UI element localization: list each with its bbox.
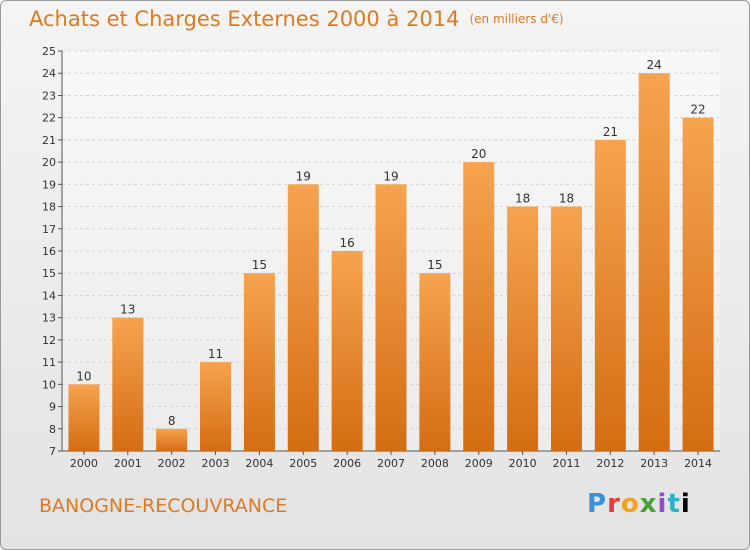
data-label-2013: 24 [647,58,662,72]
y-tick-label: 12 [42,334,56,347]
bar-2011 [550,206,582,451]
x-tick-label-2001: 2001 [114,457,142,470]
x-tick-label-2003: 2003 [202,457,230,470]
bar-2003 [200,362,232,451]
data-label-2011: 18 [559,192,574,206]
y-tick-label: 18 [42,201,56,214]
y-tick-label: 23 [42,89,56,102]
y-tick-label: 15 [42,267,56,280]
y-tick-label: 25 [42,45,56,58]
location-name: BANOGNE-RECOUVRANCE [39,495,288,517]
data-label-2006: 16 [339,236,354,250]
data-label-2008: 15 [427,258,442,272]
bar-2000 [68,384,100,451]
y-tick-label: 9 [49,401,56,414]
x-tick-label-2000: 2000 [70,457,98,470]
x-tick-label-2014: 2014 [684,457,712,470]
x-tick-label-2004: 2004 [245,457,273,470]
y-tick-label: 24 [42,67,56,80]
x-tick-label-2012: 2012 [596,457,624,470]
y-tick-label: 21 [42,134,56,147]
x-tick-label-2005: 2005 [289,457,317,470]
chart-title-text: Achats et Charges Externes 2000 à 2014 [29,7,460,31]
bar-2014 [682,117,714,452]
y-tick-label: 17 [42,223,56,236]
data-label-2010: 18 [515,192,530,206]
proxiti-logo: Proxiti [587,489,691,519]
bar-2013 [638,73,670,451]
y-tick-label: 10 [42,378,56,391]
data-label-2005: 19 [296,169,311,183]
x-tick-label-2010: 2010 [509,457,537,470]
x-tick-label-2013: 2013 [640,457,668,470]
bar-2010 [507,206,539,451]
bar-2006 [331,251,363,451]
bar-2005 [287,184,319,452]
bar-2001 [112,317,144,451]
bar-2004 [243,273,275,451]
y-tick-label: 8 [49,423,56,436]
data-label-2012: 21 [603,125,618,139]
y-tick-label: 14 [42,289,56,302]
y-tick-label: 11 [42,356,56,369]
y-tick-label: 13 [42,312,56,325]
chart-unit: (en milliers d'€) [469,12,564,26]
bar-2007 [375,184,407,452]
x-tick-label-2002: 2002 [158,457,186,470]
x-tick-label-2011: 2011 [552,457,580,470]
data-label-2000: 10 [76,369,91,383]
x-tick-label-2006: 2006 [333,457,361,470]
y-tick-label: 7 [49,445,56,458]
data-label-2007: 19 [383,169,398,183]
data-label-2003: 11 [208,347,223,361]
chart-title: Achats et Charges Externes 2000 à 2014 (e… [29,7,564,31]
data-label-2004: 15 [252,258,267,272]
y-tick-label: 22 [42,112,56,125]
bar-2009 [463,162,495,451]
x-tick-label-2007: 2007 [377,457,405,470]
x-tick-label-2009: 2009 [465,457,493,470]
data-label-2009: 20 [471,147,486,161]
data-label-2002: 8 [168,414,176,428]
y-tick-label: 20 [42,156,56,169]
data-label-2001: 13 [120,303,135,317]
y-tick-label: 19 [42,178,56,191]
bar-2012 [594,139,626,451]
data-label-2014: 22 [690,103,705,117]
bar-2002 [156,428,188,451]
y-tick-label: 16 [42,245,56,258]
x-tick-label-2008: 2008 [421,457,449,470]
bar-2008 [419,273,451,451]
